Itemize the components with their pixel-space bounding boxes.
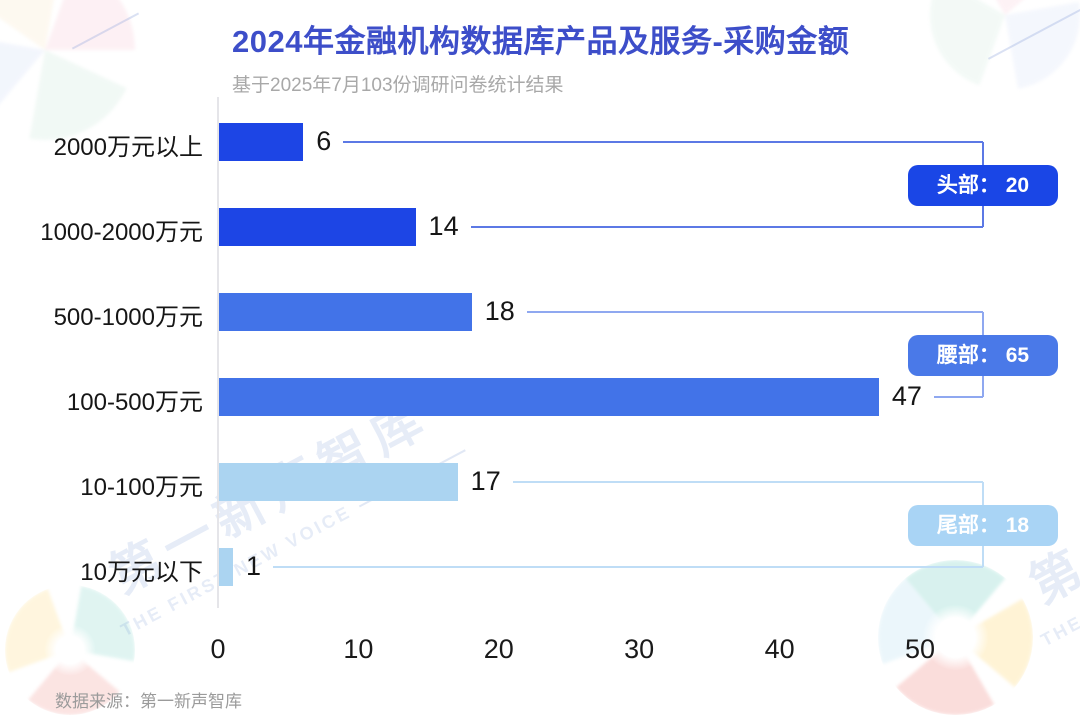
x-tick-label: 40 (764, 634, 795, 664)
group-badge: 头部： 20 (908, 164, 1058, 206)
bar (219, 208, 416, 246)
x-tick-label: 0 (210, 634, 226, 664)
chart-title: 2024年金融机构数据库产品及服务-采购金额 (232, 24, 850, 59)
chart-header: 2024年金融机构数据库产品及服务-采购金额 基于2025年7月103份调研问卷… (232, 16, 849, 97)
value-label: 47 (891, 381, 922, 411)
connector-line (343, 141, 983, 143)
connector-line (512, 481, 983, 483)
group-badge: 尾部： 18 (908, 504, 1058, 546)
chart-subtitle: 基于2025年7月103份调研问卷统计结果 (232, 75, 564, 96)
bar (219, 378, 879, 416)
category-label: 10-100万元 (80, 474, 203, 501)
value-label: 1 (246, 551, 262, 581)
connector-line (526, 311, 983, 313)
value-label: 17 (470, 466, 501, 496)
bar (219, 548, 234, 586)
y-axis-line (217, 97, 219, 608)
bar (219, 123, 304, 161)
x-tick-label: 30 (624, 634, 655, 664)
category-label: 1000-2000万元 (40, 219, 203, 246)
x-tick-label: 10 (343, 634, 374, 664)
bar (219, 293, 472, 331)
connector-line (273, 566, 983, 568)
x-tick-label: 20 (483, 634, 514, 664)
bar (219, 463, 458, 501)
value-label: 6 (316, 126, 332, 156)
category-label: 10万元以下 (80, 559, 203, 586)
value-label: 18 (484, 296, 515, 326)
source-note: 数据来源：第一新声智库 (55, 692, 242, 711)
category-label: 2000万元以上 (53, 134, 203, 161)
value-label: 14 (428, 211, 459, 241)
category-label: 500-1000万元 (53, 304, 203, 331)
x-tick-label: 50 (904, 634, 936, 664)
category-label: 100-500万元 (66, 389, 203, 416)
connector-line (470, 226, 983, 228)
connector-line (933, 396, 983, 398)
group-badge: 腰部： 65 (908, 334, 1058, 376)
